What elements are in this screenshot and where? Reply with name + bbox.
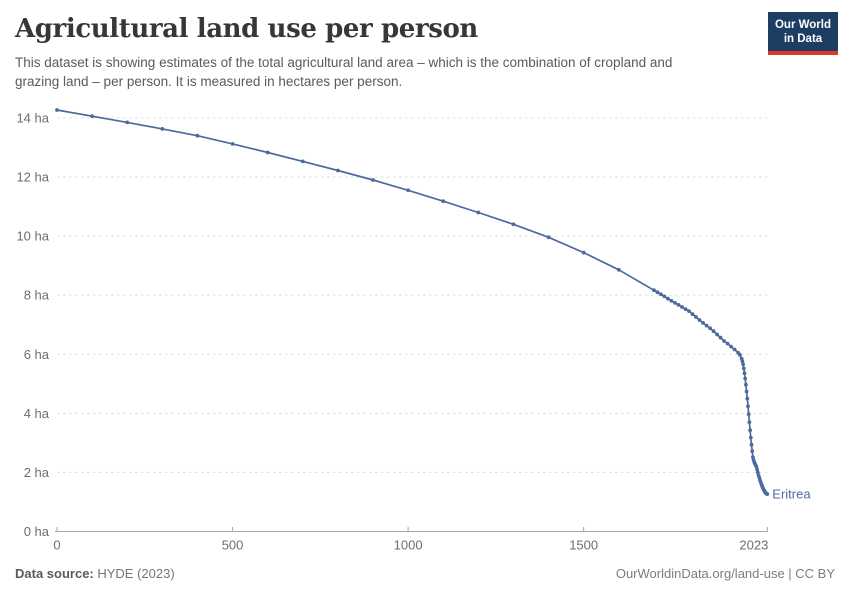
data-point-marker[interactable] xyxy=(718,335,723,340)
entity-label[interactable]: Eritrea xyxy=(772,486,811,501)
data-point-marker[interactable] xyxy=(406,188,410,193)
data-point-marker[interactable] xyxy=(673,301,677,305)
license-credit-link[interactable]: OurWorldinData.org/land-use | CC BY xyxy=(615,566,835,581)
data-point-marker[interactable] xyxy=(750,449,755,454)
y-axis-tick-label: 8 ha xyxy=(24,288,50,303)
data-point-marker[interactable] xyxy=(745,396,750,401)
data-point-marker[interactable] xyxy=(708,326,712,331)
data-point-marker[interactable] xyxy=(655,290,660,295)
data-point-marker[interactable] xyxy=(680,305,684,309)
data-point-marker[interactable] xyxy=(687,309,691,313)
data-point-marker[interactable] xyxy=(697,318,702,322)
data-source-value: HYDE (2023) xyxy=(93,566,175,581)
data-source: Data source: HYDE (2023) xyxy=(15,566,175,581)
data-point-marker[interactable] xyxy=(738,353,742,357)
trend-line[interactable] xyxy=(56,109,769,495)
data-point-marker[interactable] xyxy=(659,292,663,297)
data-point-marker[interactable] xyxy=(676,303,681,307)
data-point-marker[interactable] xyxy=(711,329,716,334)
data-point-marker[interactable] xyxy=(701,321,705,325)
data-point-marker[interactable] xyxy=(744,389,749,394)
data-point-marker[interactable] xyxy=(669,298,674,303)
data-point-marker[interactable] xyxy=(511,222,516,227)
y-axis-tick-label: 14 ha xyxy=(16,110,49,125)
chart-footer: Data source: HYDE (2023) OurWorldinData.… xyxy=(15,566,835,588)
y-axis-tick-label: 6 ha xyxy=(24,347,50,362)
data-point-marker[interactable] xyxy=(230,142,235,146)
data-point-marker[interactable] xyxy=(715,332,719,337)
data-point-marker[interactable] xyxy=(704,323,709,328)
data-point-marker[interactable] xyxy=(749,442,754,447)
x-axis-tick-label: 0 xyxy=(53,538,60,553)
data-point-marker[interactable] xyxy=(683,307,688,311)
data-point-marker[interactable] xyxy=(744,382,748,387)
data-point-marker[interactable] xyxy=(581,250,586,255)
owid-logo[interactable]: Our World in Data xyxy=(768,12,838,55)
data-point-marker[interactable] xyxy=(476,210,481,215)
data-point-marker[interactable] xyxy=(740,359,745,364)
data-point-marker[interactable] xyxy=(694,315,698,319)
data-point-marker[interactable] xyxy=(748,428,752,433)
line-chart-canvas: 0 ha 2 ha 4 ha 6 ha 8 ha 10 ha 12 ha 14 ha 0 500 1… xyxy=(16,108,811,553)
data-point-marker[interactable] xyxy=(765,492,770,496)
chart-title: Agricultural land use per person xyxy=(15,14,478,44)
owid-logo-line2: in Data xyxy=(783,33,823,45)
data-point-marker[interactable] xyxy=(652,288,656,293)
x-axis-tick-label: 500 xyxy=(222,538,244,553)
data-point-marker[interactable] xyxy=(55,108,59,112)
data-point-marker[interactable] xyxy=(722,339,726,343)
chart-subtitle-line1: This dataset is showing estimates of the… xyxy=(15,55,673,70)
data-point-marker[interactable] xyxy=(160,126,165,131)
data-point-marker[interactable] xyxy=(742,371,747,376)
data-point-marker[interactable] xyxy=(748,435,753,440)
data-point-marker[interactable] xyxy=(743,376,748,381)
data-point-marker[interactable] xyxy=(755,467,759,472)
data-point-marker[interactable] xyxy=(90,114,94,119)
data-point-marker[interactable] xyxy=(265,150,270,155)
data-point-marker[interactable] xyxy=(546,235,551,240)
data-point-marker[interactable] xyxy=(746,404,750,409)
data-point-marker[interactable] xyxy=(729,344,733,349)
owid-logo-line1: Our World xyxy=(774,19,831,31)
chart-subtitle: This dataset is showing estimates of the… xyxy=(15,53,775,91)
x-axis-tick-label: 2023 xyxy=(739,538,768,553)
y-axis-tick-label: 10 ha xyxy=(16,229,49,244)
data-point-marker[interactable] xyxy=(732,347,737,352)
data-point-marker[interactable] xyxy=(741,362,745,367)
data-point-marker[interactable] xyxy=(666,296,670,301)
data-point-marker[interactable] xyxy=(616,267,621,272)
data-point-marker[interactable] xyxy=(747,420,752,425)
data-source-label: Data source: xyxy=(15,566,94,581)
data-point-marker[interactable] xyxy=(662,294,667,299)
data-point-marker[interactable] xyxy=(336,168,340,173)
data-point-marker[interactable] xyxy=(751,455,755,459)
x-axis-tick-label: 1500 xyxy=(569,538,598,553)
y-axis-tick-label: 4 ha xyxy=(24,406,50,421)
data-point-marker[interactable] xyxy=(195,133,200,138)
y-axis-tick-label: 12 ha xyxy=(16,170,49,185)
chart-subtitle-line2: grazing land – per person. It is measure… xyxy=(15,74,403,89)
data-point-marker[interactable] xyxy=(746,412,751,417)
data-point-marker[interactable] xyxy=(441,199,446,204)
x-axis-tick-label: 1000 xyxy=(394,538,423,553)
y-axis-tick-label: 2 ha xyxy=(24,465,50,480)
data-point-marker[interactable] xyxy=(741,366,746,371)
data-point-marker[interactable] xyxy=(125,120,130,125)
data-point-marker[interactable] xyxy=(690,312,695,316)
y-axis-tick-label: 0 ha xyxy=(24,524,50,539)
data-point-marker[interactable] xyxy=(371,178,375,182)
data-point-marker[interactable] xyxy=(725,341,730,346)
data-point-marker[interactable] xyxy=(300,159,305,164)
